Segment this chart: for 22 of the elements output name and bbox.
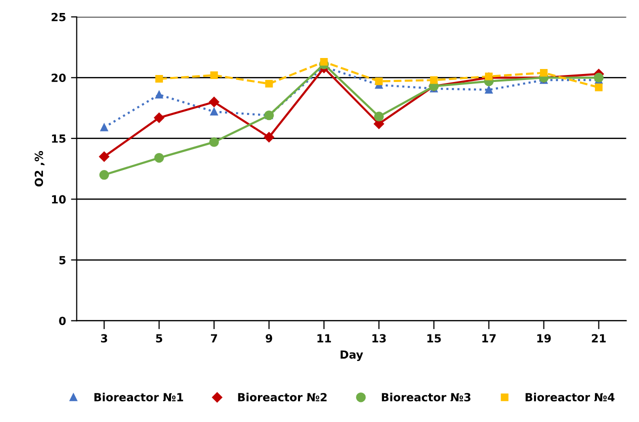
x-tick-label: 11 [317,334,331,342]
x-tick-label: 15 [427,334,441,343]
y-tick-label: 20 [52,74,66,82]
legend-label: Bioreactor №4 [526,392,615,402]
x-tick-label: 7 [210,334,218,342]
y-tick-label: 10 [52,195,66,204]
x-tick-label: 21 [592,334,606,342]
x-tick-label: 19 [537,334,551,343]
x-tick-label: 5 [156,334,162,343]
legend-label: Bioreactor №3 [382,392,470,402]
x-tick-label: 3 [101,334,108,343]
legend-label: Bioreactor №2 [238,392,327,402]
x-axis-title: Day [340,350,364,361]
x-tick-label: 13 [372,334,386,343]
x-tick-label: 9 [266,334,272,343]
y-tick-label: 15 [52,134,66,143]
y-tick-label: 5 [59,256,66,264]
y-tick-label: 25 [52,12,66,22]
x-tick-label: 17 [482,334,496,342]
y-axis-title: O2 ,% [34,150,45,186]
legend-label: Bioreactor №1 [94,392,184,402]
y-tick-label: 0 [59,316,66,326]
